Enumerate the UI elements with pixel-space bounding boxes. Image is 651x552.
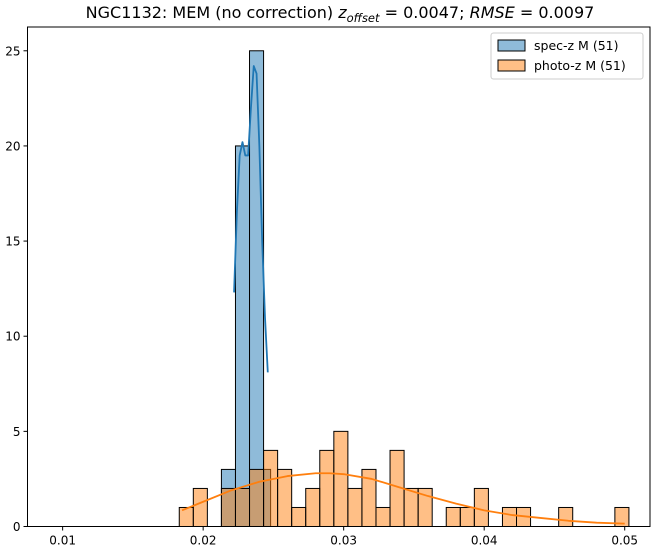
y-tick-label-2: 10	[5, 330, 20, 344]
plot-area	[178, 50, 630, 528]
title-prefix: NGC1132: MEM (no correction)	[86, 3, 339, 22]
series-1-bar-21	[473, 487, 489, 528]
x-tick-label-2: 0.03	[330, 534, 357, 548]
series-1-bar-6	[263, 449, 279, 527]
series-1-bar-10	[319, 449, 335, 527]
x-tick-label-0: 0.01	[49, 534, 76, 548]
series-1-bar-0	[178, 506, 194, 528]
y-tick-label-3: 15	[5, 235, 20, 249]
series-1-bar-14	[375, 506, 391, 528]
y-tick-label-5: 25	[5, 44, 20, 58]
series-1-bar-20	[459, 506, 475, 528]
chart-title: NGC1132: MEM (no correction) zoffset = 0…	[86, 3, 595, 25]
series-1-bar-12	[347, 487, 363, 528]
axes-frame	[27, 26, 651, 527]
series-1-bar-11	[333, 430, 349, 528]
legend-label-0: spec-z M (51)	[534, 38, 618, 53]
legend-box	[490, 32, 644, 80]
title-z-variable: z	[337, 3, 347, 22]
series-1-bar-27	[558, 506, 574, 528]
series-1-bar-8	[291, 506, 307, 528]
legend: spec-z M (51) photo-z M (51)	[490, 32, 644, 80]
series-1-bar-16	[403, 487, 419, 528]
y-tick-label-1: 5	[13, 425, 21, 439]
legend-label-1: photo-z M (51)	[534, 58, 626, 73]
title-rmse-value: = 0.0097	[515, 3, 595, 22]
series-1-bar-5	[249, 468, 265, 527]
series-0-bars	[220, 50, 272, 528]
series-1-bar-4	[234, 487, 251, 528]
series-1-bar-23	[501, 506, 518, 528]
title-rmse-variable: RMSE	[470, 3, 516, 22]
legend-swatch-0	[497, 39, 526, 52]
y-tick-label-0: 0	[13, 520, 21, 534]
series-0-bar-2	[249, 50, 265, 528]
series-0-kde-curve	[233, 65, 269, 373]
title-z-subscript: offset	[347, 11, 380, 25]
x-tick-label-1: 0.02	[190, 534, 217, 548]
series-1-bar-1	[192, 487, 208, 528]
y-tick-label-4: 20	[5, 139, 20, 153]
legend-swatch-1	[497, 59, 526, 72]
series-1-bar-19	[445, 506, 461, 528]
axes: 0.01 0.02 0.03 0.04 0.05 0 5 10 15 20 25	[5, 26, 651, 548]
x-tick-label-3: 0.04	[471, 534, 498, 548]
title-offset-value: = 0.0047;	[380, 3, 470, 22]
series-1-kde-curve	[181, 472, 625, 525]
x-tick-label-4: 0.05	[611, 534, 638, 548]
series-1-bar-9	[305, 487, 321, 528]
